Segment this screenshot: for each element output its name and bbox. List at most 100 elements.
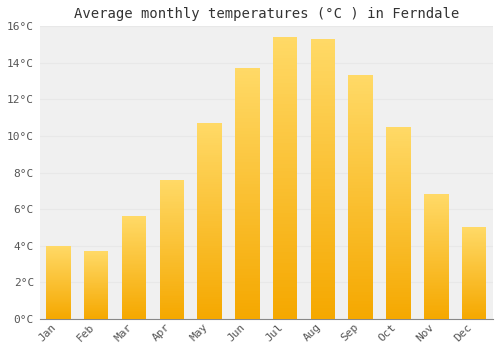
Bar — [424, 292, 448, 294]
Bar — [122, 308, 146, 310]
Bar — [235, 253, 260, 256]
Bar — [462, 260, 486, 262]
Bar — [84, 270, 108, 271]
Bar — [386, 300, 411, 302]
Bar — [273, 231, 297, 234]
Title: Average monthly temperatures (°C ) in Ferndale: Average monthly temperatures (°C ) in Fe… — [74, 7, 459, 21]
Bar — [462, 285, 486, 286]
Bar — [462, 306, 486, 307]
Bar — [273, 224, 297, 228]
Bar — [424, 280, 448, 282]
Bar — [462, 287, 486, 288]
Bar — [84, 252, 108, 253]
Bar — [198, 316, 222, 319]
Bar — [84, 271, 108, 272]
Bar — [462, 244, 486, 246]
Bar — [84, 274, 108, 275]
Bar — [198, 238, 222, 240]
Bar — [462, 290, 486, 292]
Bar — [273, 298, 297, 301]
Bar — [122, 267, 146, 269]
Bar — [348, 285, 373, 288]
Bar — [424, 285, 448, 286]
Bar — [46, 313, 70, 314]
Bar — [46, 314, 70, 315]
Bar — [310, 84, 336, 88]
Bar — [273, 270, 297, 273]
Bar — [160, 199, 184, 201]
Bar — [46, 265, 70, 266]
Bar — [424, 246, 448, 247]
Bar — [235, 187, 260, 190]
Bar — [235, 112, 260, 115]
Bar — [235, 316, 260, 319]
Bar — [273, 304, 297, 308]
Bar — [462, 233, 486, 234]
Bar — [235, 259, 260, 262]
Bar — [235, 197, 260, 200]
Bar — [198, 145, 222, 148]
Bar — [424, 241, 448, 243]
Bar — [122, 279, 146, 280]
Bar — [386, 237, 411, 240]
Bar — [235, 303, 260, 306]
Bar — [386, 295, 411, 297]
Bar — [424, 225, 448, 227]
Bar — [235, 240, 260, 244]
Bar — [122, 246, 146, 247]
Bar — [235, 81, 260, 84]
Bar — [46, 276, 70, 277]
Bar — [273, 248, 297, 252]
Bar — [122, 300, 146, 301]
Bar — [122, 274, 146, 275]
Bar — [84, 253, 108, 254]
Bar — [310, 95, 336, 99]
Bar — [235, 300, 260, 303]
Bar — [310, 56, 336, 60]
Bar — [348, 233, 373, 237]
Bar — [386, 203, 411, 206]
Bar — [462, 312, 486, 313]
Bar — [386, 316, 411, 319]
Bar — [46, 266, 70, 267]
Bar — [386, 302, 411, 304]
Bar — [348, 313, 373, 316]
Bar — [310, 235, 336, 238]
Bar — [273, 139, 297, 143]
Bar — [122, 226, 146, 228]
Bar — [273, 104, 297, 108]
Bar — [235, 290, 260, 294]
Bar — [348, 121, 373, 124]
Bar — [46, 282, 70, 283]
Bar — [46, 281, 70, 282]
Bar — [84, 276, 108, 278]
Bar — [273, 241, 297, 245]
Bar — [198, 233, 222, 236]
Bar — [160, 233, 184, 236]
Bar — [386, 177, 411, 180]
Bar — [198, 189, 222, 192]
Bar — [46, 264, 70, 265]
Bar — [122, 255, 146, 256]
Bar — [273, 136, 297, 139]
Bar — [46, 250, 70, 251]
Bar — [46, 258, 70, 259]
Bar — [46, 290, 70, 292]
Bar — [235, 90, 260, 93]
Bar — [122, 296, 146, 297]
Bar — [46, 308, 70, 309]
Bar — [84, 263, 108, 264]
Bar — [46, 317, 70, 318]
Bar — [198, 133, 222, 135]
Bar — [462, 243, 486, 245]
Bar — [198, 174, 222, 177]
Bar — [235, 181, 260, 184]
Bar — [46, 275, 70, 276]
Bar — [198, 231, 222, 233]
Bar — [198, 123, 222, 126]
Bar — [348, 179, 373, 182]
Bar — [348, 142, 373, 146]
Bar — [462, 314, 486, 315]
Bar — [386, 220, 411, 223]
Bar — [462, 283, 486, 285]
